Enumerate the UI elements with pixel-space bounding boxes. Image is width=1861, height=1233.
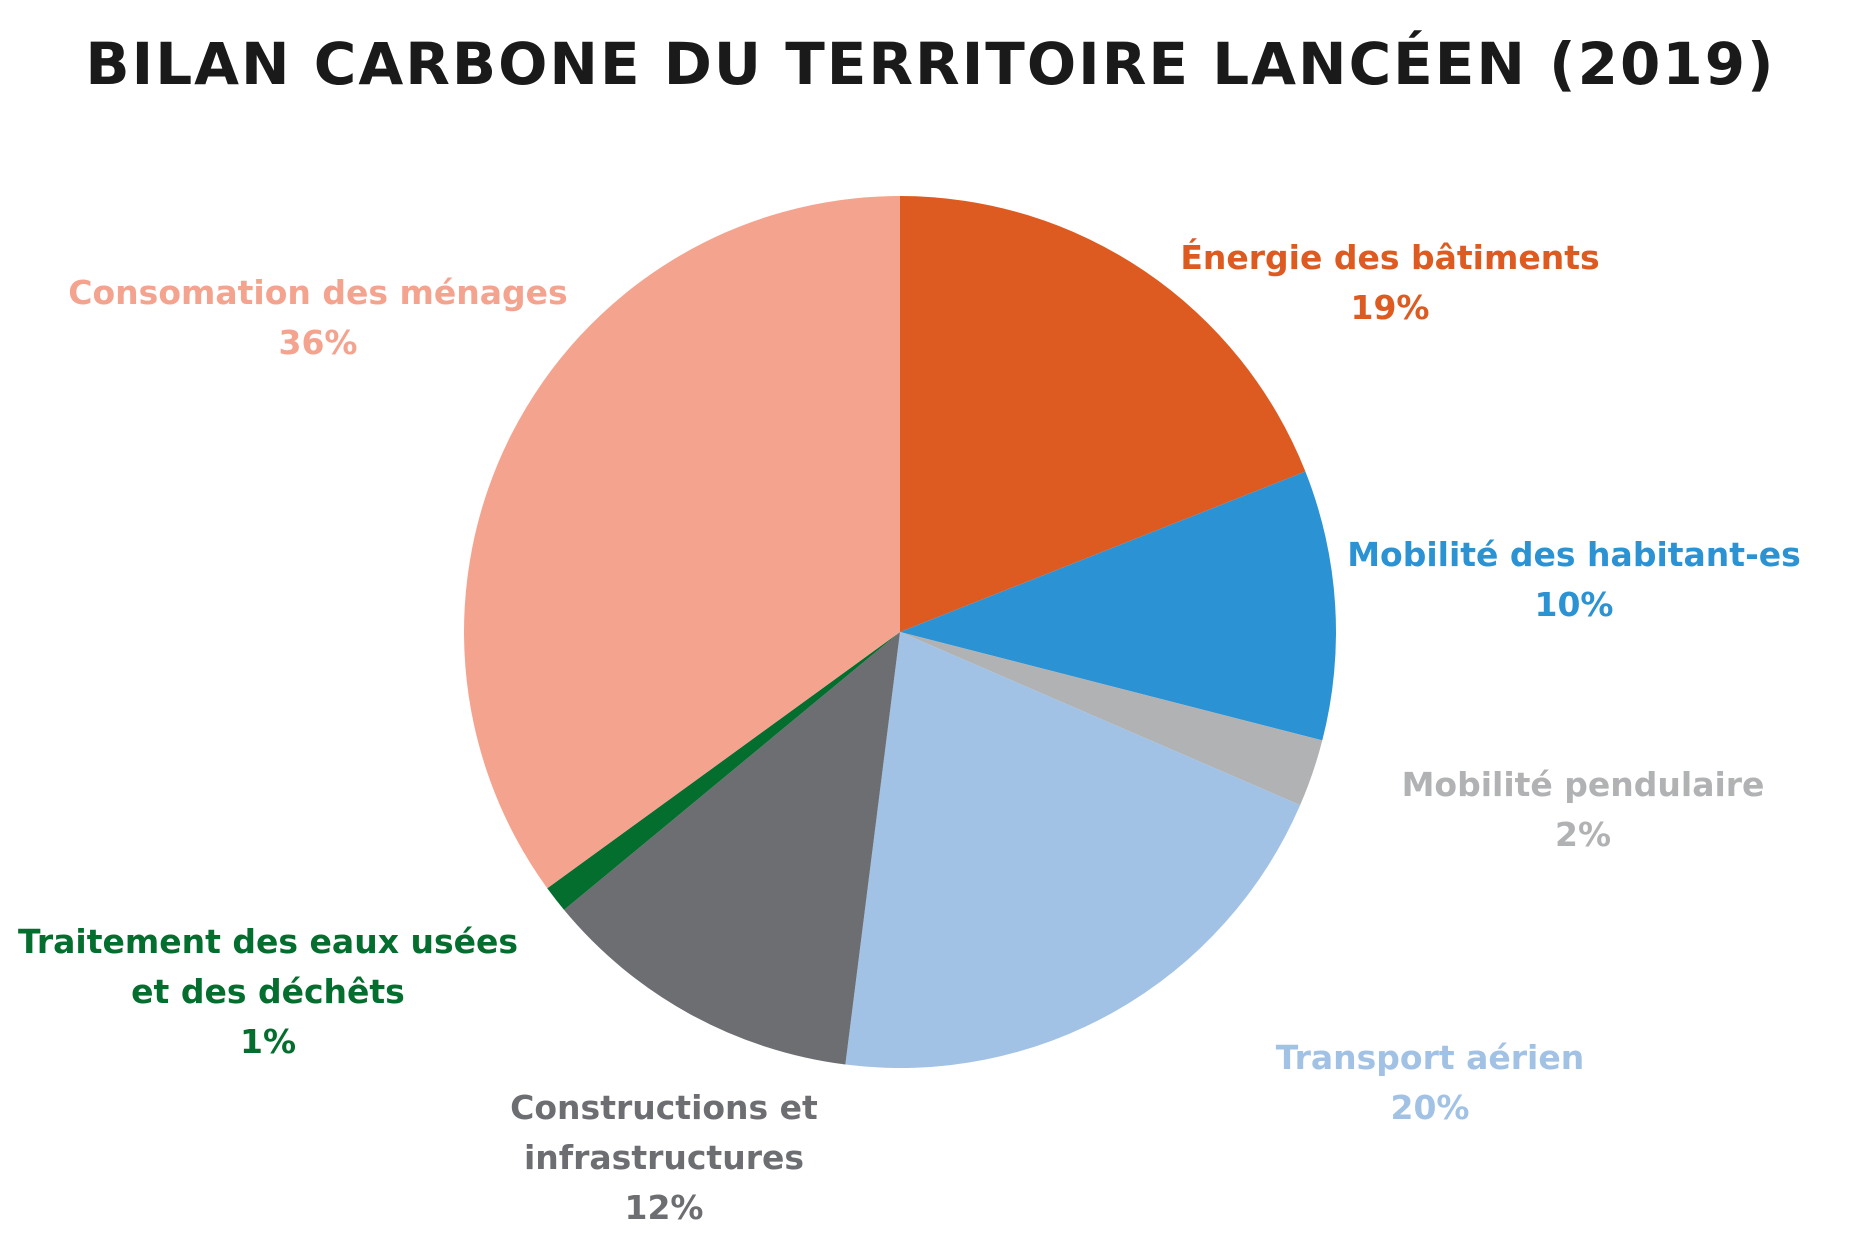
slice-percent: 20% (1390, 1088, 1470, 1127)
slice-percent: 36% (278, 323, 358, 362)
slice-label-text: Consomation des ménages (68, 273, 568, 312)
pie-slice-transport-aerien (845, 632, 1301, 1068)
slice-label-text: et des déchêts (131, 972, 405, 1011)
slice-percent: 2% (1554, 815, 1612, 854)
slice-label-text: Transport aérien (1275, 1038, 1585, 1077)
slice-label-text: Traitement des eaux usées (17, 922, 519, 961)
pie-slice-consommation (464, 196, 900, 889)
slice-percent: 12% (624, 1188, 704, 1227)
slice-label-consommation: Consomation des ménages 36% (68, 268, 567, 368)
slice-label-text: Constructions et (510, 1088, 818, 1127)
slice-percent: 10% (1534, 585, 1614, 624)
pie-slice-energie (900, 196, 1306, 632)
slice-label-mobilite-habitants: Mobilité des habitant-es 10% (1347, 530, 1801, 630)
slice-label-mobilite-pendulaire: Mobilité pendulaire 2% (1402, 760, 1765, 860)
slice-label-transport-aerien: Transport aérien 20% (1276, 1033, 1585, 1133)
slice-label-text: Énergie des bâtiments (1180, 238, 1600, 277)
slice-percent: 1% (239, 1022, 297, 1061)
slice-label-traitement: Traitement des eaux usées et des déchêts 1… (18, 917, 518, 1067)
slice-label-energie: Énergie des bâtiments 19% (1180, 233, 1599, 333)
slice-label-text: Mobilité des habitant-es (1347, 535, 1801, 574)
pie-slice-mobilite-pendulaire (900, 632, 1323, 806)
slice-label-text: Mobilité pendulaire (1401, 765, 1765, 804)
slice-percent: 19% (1350, 288, 1430, 327)
pie-slice-constructions (564, 632, 900, 1065)
slice-label-constructions: Constructions et infrastructures 12% (510, 1083, 818, 1233)
pie-slice-traitement (547, 632, 900, 910)
slice-label-text: infrastructures (523, 1138, 805, 1177)
chart-title: BILAN CARBONE DU TERRITOIRE LANCÉEN (201… (85, 30, 1776, 98)
pie-slice-mobilite-habitants (900, 471, 1336, 741)
